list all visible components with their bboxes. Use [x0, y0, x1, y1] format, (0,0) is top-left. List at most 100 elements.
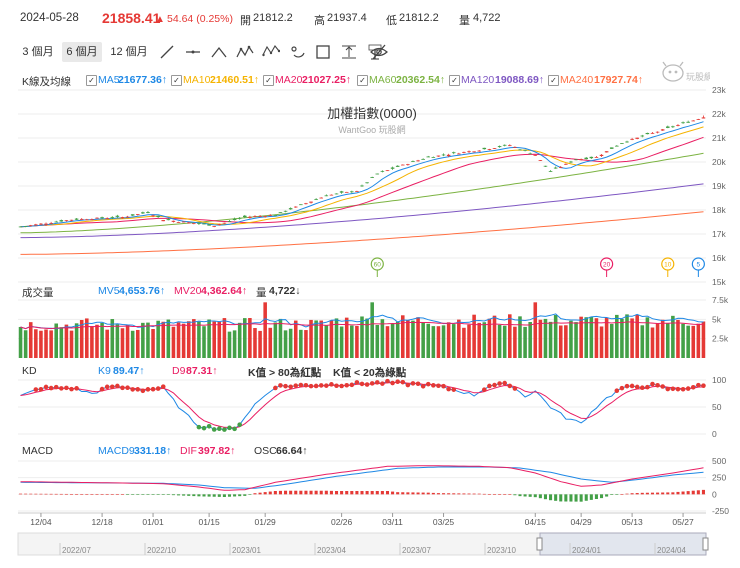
volume-bar: [85, 318, 89, 358]
volume-bar: [579, 316, 583, 358]
candle-body: [574, 159, 578, 161]
volume-bar: [273, 322, 278, 358]
rectangle-icon[interactable]: [314, 43, 332, 61]
volume-bar: [248, 318, 252, 358]
candle-body: [141, 212, 145, 214]
ma120-checkbox[interactable]: ✓: [449, 75, 460, 86]
vol-value: 4,722↓: [269, 285, 301, 297]
volume-bar: [375, 325, 380, 358]
kd-overbought-dot: [410, 381, 416, 386]
candle-body: [319, 197, 324, 199]
candle-body: [665, 126, 670, 128]
kd-overbought-dot: [308, 383, 314, 389]
volume-bar: [207, 319, 211, 358]
ma60-value: 20362.54↑: [396, 74, 446, 86]
candle-body: [487, 149, 492, 150]
volume-bar: [441, 325, 446, 358]
angle-icon[interactable]: [210, 43, 228, 61]
kd-overbought-dot: [298, 382, 304, 388]
osc-bar: [385, 491, 390, 495]
candle-body: [130, 214, 135, 216]
osc-bar: [39, 493, 43, 495]
line-tool-icon[interactable]: [158, 43, 176, 61]
osc-bar: [523, 494, 527, 497]
osc-bar: [166, 494, 170, 495]
volume-bar: [584, 317, 589, 358]
kd-overbought-dot: [487, 383, 492, 389]
osc-bar: [49, 493, 53, 495]
osc-bar: [549, 494, 553, 501]
ma60-checkbox[interactable]: ✓: [357, 75, 368, 86]
ma5-checkbox[interactable]: ✓: [86, 75, 97, 86]
candle-body: [650, 132, 655, 134]
volume-bar: [630, 318, 634, 358]
volume-bar: [365, 318, 369, 358]
osc-bar: [431, 492, 435, 495]
quote-header: 2024-05-28 21858.41 ▲ 54.64 (0.25%) 開 21…: [0, 0, 740, 40]
ma5-volume-line: [20, 313, 704, 330]
macd9-name: MACD9: [98, 445, 135, 457]
range-12m-button[interactable]: 12 個月: [110, 46, 148, 58]
wave-pattern-icon[interactable]: [236, 43, 254, 61]
osc-bar: [538, 494, 542, 499]
kd-overbought-dot: [150, 386, 156, 392]
volume-bar: [59, 327, 64, 358]
mv5-value: 4,653.76↑: [119, 285, 166, 297]
candle-body: [227, 221, 232, 222]
osc-bar: [513, 494, 517, 496]
osc-bar: [44, 493, 48, 495]
osc-bar: [462, 493, 466, 495]
y-tick-label: 50: [712, 402, 722, 412]
volume-bar: [589, 316, 594, 358]
osc-bar: [227, 494, 232, 497]
ma20-checkbox[interactable]: ✓: [263, 75, 274, 86]
volume-bar: [558, 325, 563, 358]
osc-bar: [391, 491, 395, 495]
volume-bar: [665, 323, 670, 358]
osc-bar: [447, 493, 451, 495]
volume-bar: [100, 322, 104, 358]
osc-bar: [569, 494, 573, 502]
kd-oversold-dot: [237, 422, 242, 427]
quote-change: 54.64 (0.25%): [167, 13, 233, 25]
range-3m-button[interactable]: 3 個月: [22, 46, 54, 58]
kd-overbought-dot: [125, 385, 130, 391]
kd-oversold-dot: [227, 425, 232, 431]
y-tick-label: 16k: [712, 253, 726, 263]
ma120-name: MA120: [461, 74, 495, 86]
range-6m-button[interactable]: 6 個月: [62, 42, 102, 62]
candle-body: [508, 145, 512, 147]
osc-bar: [401, 492, 405, 495]
volume-bar: [360, 316, 364, 358]
osc-bar: [146, 494, 150, 495]
navigator-label: 2023/04: [317, 546, 346, 555]
kd-overbought-dot: [415, 381, 421, 387]
ma240-checkbox[interactable]: ✓: [548, 75, 559, 86]
kd-overbought-dot: [53, 384, 59, 390]
kd-overbought-dot: [441, 383, 446, 389]
abcd-pattern-icon[interactable]: [262, 43, 280, 61]
kd-oversold-dot: [196, 424, 202, 430]
price-range-icon[interactable]: [340, 43, 358, 61]
candle-body: [497, 146, 502, 148]
d-line: [20, 381, 704, 429]
volume-bar: [513, 326, 517, 358]
osc-bar: [467, 493, 471, 495]
ma-marker: [600, 257, 614, 271]
kd-overbought-dot: [436, 383, 441, 389]
candle-body: [400, 164, 405, 166]
ma-marker-label: 20: [603, 262, 611, 269]
osc-bar: [324, 490, 328, 495]
osc-bar: [426, 492, 430, 495]
hide-icon[interactable]: [370, 43, 388, 61]
volume-bar: [329, 320, 334, 358]
osc-bar: [120, 494, 125, 495]
volume-bar: [538, 319, 543, 358]
fibonacci-icon[interactable]: [288, 43, 306, 61]
kd-overbought-dot: [650, 381, 655, 387]
ma10-checkbox[interactable]: ✓: [171, 75, 182, 86]
horizontal-line-icon[interactable]: [184, 43, 202, 61]
osc-bar: [64, 493, 68, 495]
candle-body: [589, 156, 594, 159]
volume-bar: [166, 319, 171, 358]
